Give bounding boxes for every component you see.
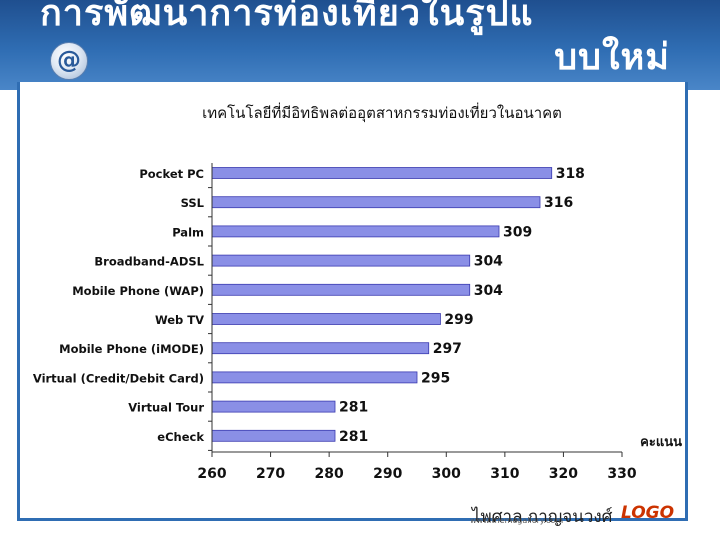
bar <box>211 429 336 442</box>
footer-website: www.themegallery.com <box>470 516 564 525</box>
x-tick-label: 310 <box>490 466 519 482</box>
category-label: SSL <box>181 196 205 210</box>
data-label: 309 <box>503 224 532 240</box>
slide-title-line2: บบใหม่ <box>554 37 670 78</box>
data-label: 304 <box>474 254 503 270</box>
category-label: Mobile Phone (iMODE) <box>59 342 204 356</box>
x-tick-label: 260 <box>197 466 226 482</box>
bar <box>211 342 430 355</box>
x-axis: 260 270 280 290 300 310 320 330 <box>197 163 637 482</box>
x-tick-label: 330 <box>607 466 636 482</box>
data-label: 316 <box>544 195 573 211</box>
x-tick-label: 280 <box>315 466 344 482</box>
data-label: 304 <box>474 283 503 299</box>
category-label: Pocket PC <box>139 167 204 181</box>
data-label: 318 <box>556 166 585 182</box>
data-label: 299 <box>444 312 473 328</box>
bar <box>211 225 500 238</box>
x-tick-label: 270 <box>256 466 285 482</box>
chart-title: เทคโนโลยีที่มีอิทธิพลต่ออุตสาหกรรมท่องเท… <box>202 102 562 123</box>
bar <box>211 283 471 296</box>
data-label: 295 <box>421 370 450 386</box>
x-tick-label: 290 <box>373 466 402 482</box>
bar <box>211 313 441 325</box>
x-tick-label: 300 <box>432 466 461 482</box>
category-label: Broadband-ADSL <box>94 255 204 269</box>
slide-title: การพัฒนาการท่องเที่ยวในรูปแ บบใหม่ <box>40 0 680 80</box>
footer-logo: LOGO <box>621 503 675 523</box>
footer-author: ไพศาล กาญจนวงศ์ <box>472 507 613 527</box>
category-label: eCheck <box>157 430 204 444</box>
slide-header: การพัฒนาการท่องเที่ยวในรูปแ บบใหม่ @ <box>0 0 720 90</box>
content-frame <box>17 82 688 521</box>
bar <box>211 371 418 384</box>
bar <box>211 400 336 413</box>
bars-layer: Pocket PC 318 SSL 316 Palm 309 Broadband-ADSL 3… <box>33 166 585 445</box>
category-label: Web TV <box>155 313 204 327</box>
data-label: 281 <box>339 400 368 416</box>
category-label: Palm <box>172 225 204 239</box>
at-sign-icon: @ <box>50 42 88 80</box>
bar <box>211 196 541 209</box>
category-label: Virtual (Credit/Debit Card) <box>33 371 204 385</box>
bar <box>211 254 471 267</box>
x-axis-label: คะแนน <box>640 435 682 450</box>
bar <box>211 167 553 179</box>
x-tick-label: 320 <box>549 466 578 482</box>
data-label: 297 <box>433 341 462 357</box>
slide-title-line1: การพัฒนาการท่องเที่ยวในรูปแ <box>40 0 534 34</box>
data-label: 281 <box>339 429 368 445</box>
category-label: Virtual Tour <box>128 401 204 415</box>
category-label: Mobile Phone (WAP) <box>72 284 204 298</box>
